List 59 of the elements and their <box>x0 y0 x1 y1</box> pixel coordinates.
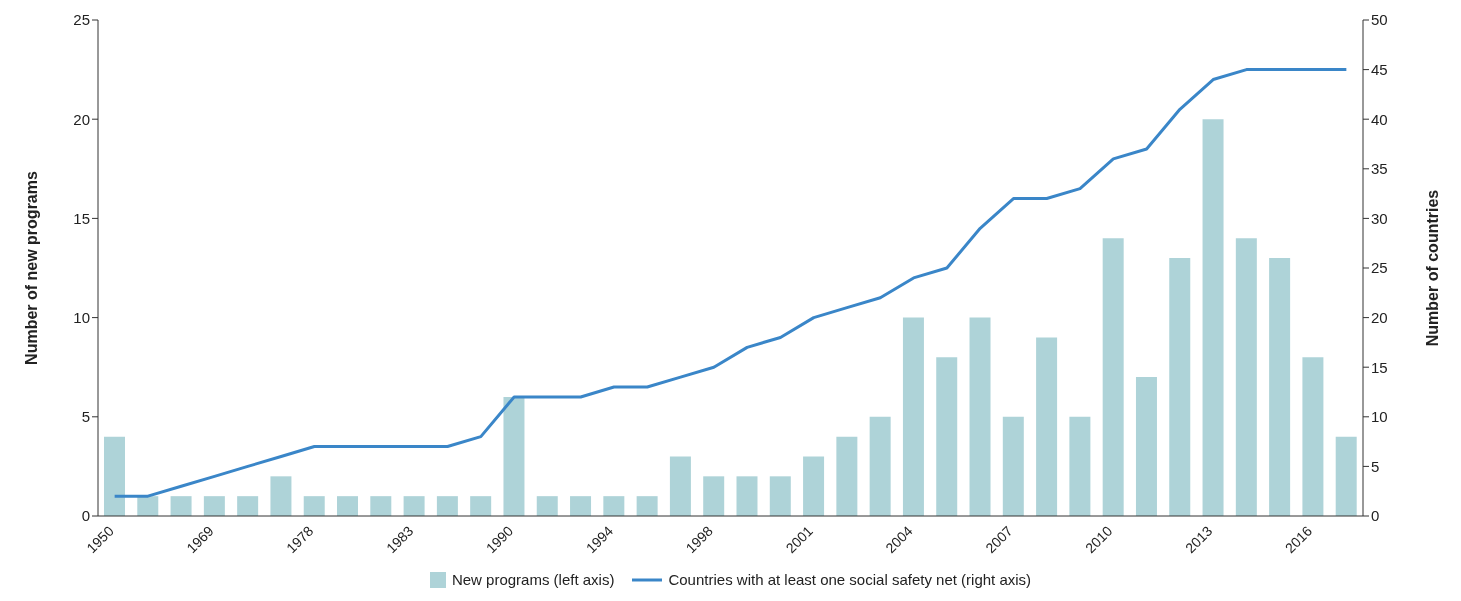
bar <box>270 476 292 516</box>
bar <box>769 476 791 516</box>
bar <box>1102 238 1124 516</box>
bar <box>736 476 758 516</box>
y2-tick-label: 40 <box>1371 110 1388 128</box>
y-tick-label: 10 <box>73 308 90 326</box>
y-tick-label: 25 <box>73 11 90 29</box>
bar <box>1269 258 1291 516</box>
bar <box>403 496 425 516</box>
y2-tick-label: 35 <box>1371 160 1388 178</box>
y2-tick-label: 15 <box>1371 358 1388 376</box>
bar <box>503 396 525 516</box>
bar <box>902 317 924 516</box>
bar <box>203 496 225 516</box>
bar <box>370 496 392 516</box>
legend-label: Countries with at least one social safety net (right axis) <box>668 571 1032 588</box>
bar <box>1069 416 1091 516</box>
y-tick-label: 5 <box>81 408 90 426</box>
bar <box>1135 377 1157 516</box>
y2-tick-label: 50 <box>1371 11 1388 29</box>
bar <box>936 357 958 516</box>
bar <box>303 496 325 516</box>
bar <box>237 496 259 516</box>
y2-tick-label: 5 <box>1371 457 1380 475</box>
y-tick-label: 0 <box>81 507 90 525</box>
bar <box>1202 119 1224 516</box>
bar <box>337 496 359 516</box>
bar <box>536 496 558 516</box>
y2-axis-title: Number of countries <box>1423 189 1441 347</box>
y2-tick-label: 0 <box>1371 507 1380 525</box>
y-tick-label: 15 <box>73 209 90 227</box>
y-axis-title: Number of new programs <box>22 171 40 365</box>
bar <box>170 496 192 516</box>
bar <box>1002 416 1024 516</box>
bar <box>570 496 592 516</box>
bar <box>836 436 858 516</box>
bar <box>636 496 658 516</box>
bar <box>1036 337 1058 516</box>
y2-tick-label: 10 <box>1371 408 1388 426</box>
y2-tick-label: 30 <box>1371 209 1388 227</box>
bar <box>470 496 492 516</box>
y2-tick-label: 25 <box>1371 259 1388 277</box>
bar <box>603 496 625 516</box>
bar <box>869 416 891 516</box>
bar <box>1169 258 1191 516</box>
bar <box>436 496 458 516</box>
bar <box>1335 436 1357 516</box>
y-tick-label: 20 <box>73 110 90 128</box>
bar <box>1235 238 1257 516</box>
bar <box>669 456 691 516</box>
bar <box>803 456 825 516</box>
y2-tick-label: 20 <box>1371 308 1388 326</box>
bar <box>103 436 125 516</box>
line-series <box>113 68 1348 498</box>
legend-label: New programs (left axis) <box>451 571 615 588</box>
bar <box>703 476 725 516</box>
bar <box>1302 357 1324 516</box>
y2-tick-label: 45 <box>1371 60 1388 78</box>
bar <box>969 317 991 516</box>
